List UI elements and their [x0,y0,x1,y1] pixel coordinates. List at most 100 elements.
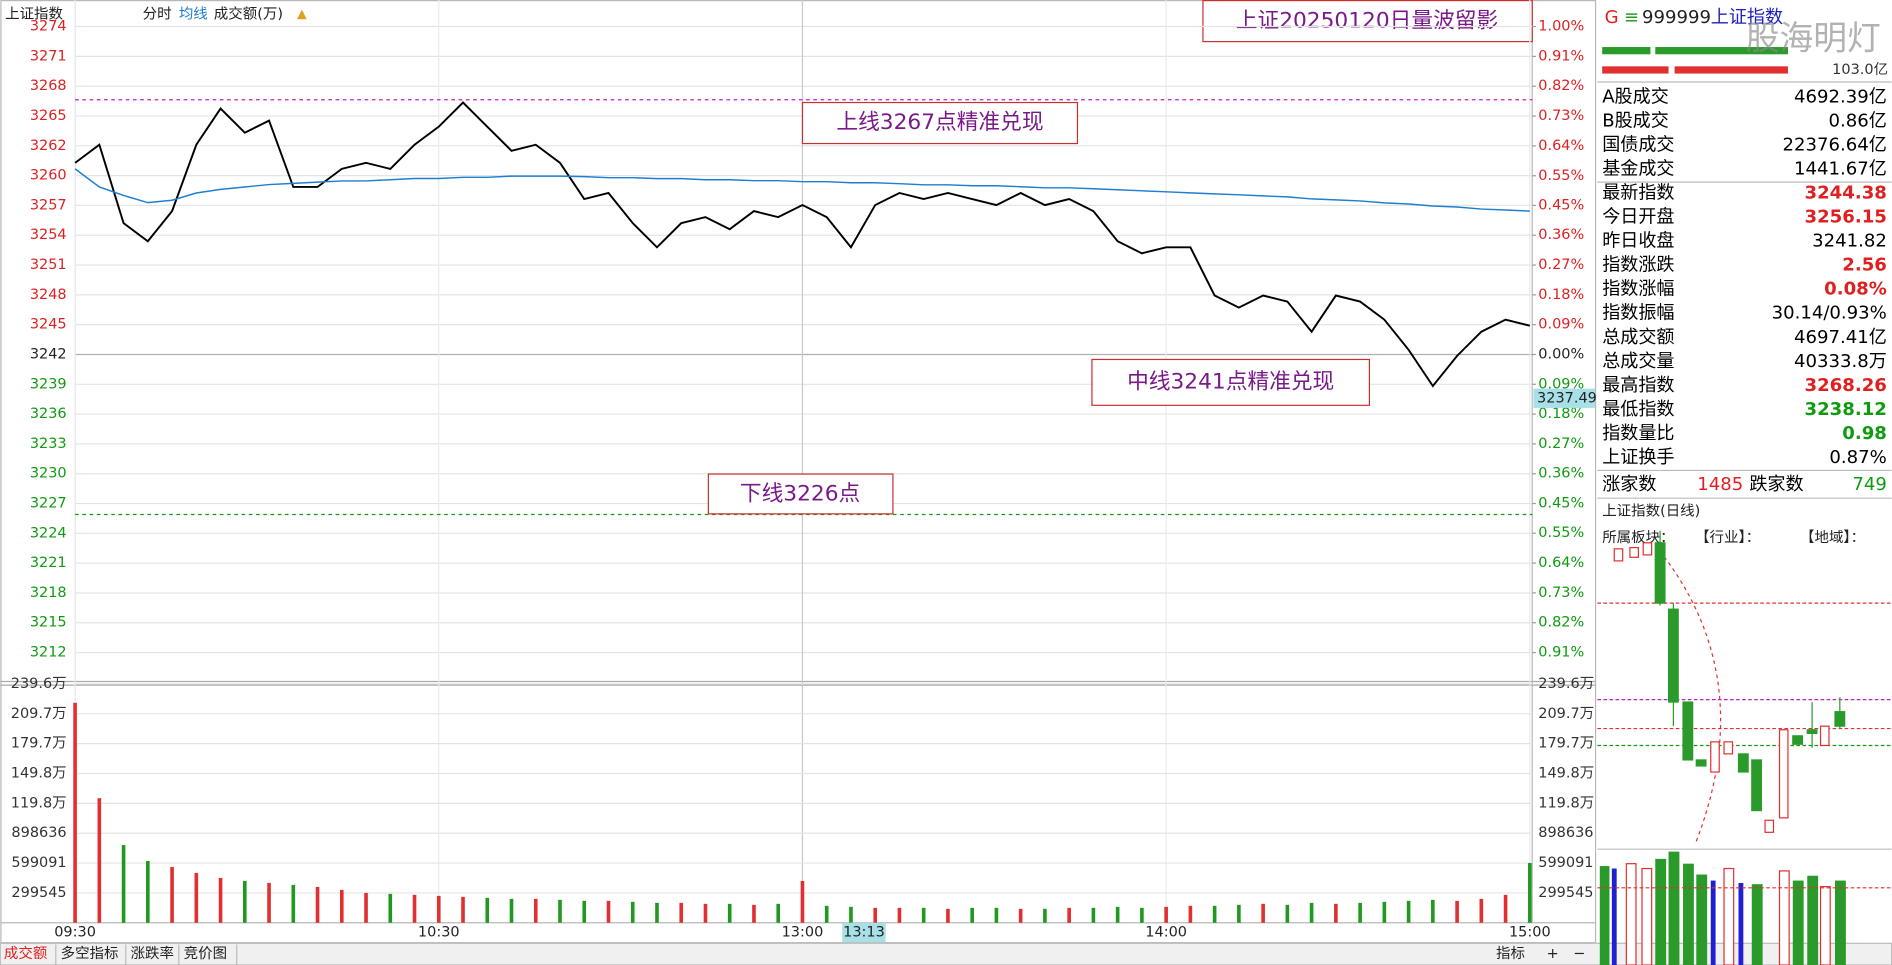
legend-volume[interactable]: 成交额(万) [214,4,283,22]
cursor-price-box [1533,388,1595,408]
annotation: 上线3267点精准兑现 [836,110,1043,135]
y-tick-label: 3254 [30,227,67,243]
y-tick-label: 119.8万 [11,795,67,811]
cursor-time: 13:13 [843,924,885,940]
tab[interactable]: 竞价图 [184,944,227,962]
y-tick-label: 3239 [30,376,67,392]
y2-tick-label: 0.09% [1538,376,1584,392]
y2-tick-label: 0.09% [1538,317,1584,333]
volume-bar [1018,908,1023,923]
y2-tick-label: 239.6万 [1538,676,1594,692]
y-tick-label: 149.8万 [11,766,67,782]
volume-bar [824,905,829,923]
x-tick-label: 09:30 [54,924,96,940]
volume-bar [1115,906,1120,923]
y-tick-label: 3271 [30,48,67,64]
tab[interactable]: 多空指标 [61,945,119,962]
y-tick-label: 898636 [11,825,66,841]
info-value: 0.08% [1824,279,1887,300]
plot: 3274 3271 3268 3265 3262 3260 3257 3254 3251 3248… [11,0,1597,940]
volume-bar [533,898,538,923]
y2-tick-label: 599091 [1538,855,1593,871]
y2-tick-label: 0.91% [1538,645,1584,661]
x-tick-label: 13:00 [782,924,824,940]
y-tick-label: 3233 [30,436,67,452]
volume-bar [1479,898,1484,923]
tool[interactable]: + [1547,946,1559,962]
info-value: 3256.15 [1805,207,1887,228]
y-tick-label: 3262 [30,138,67,154]
y2-tick-label: 0.91% [1538,48,1584,64]
y-tick-label: 3212 [30,645,67,661]
info-value: 4697.41亿 [1794,327,1887,348]
daily-title: 上证指数(日线) [1602,502,1700,519]
info-panel: G ≡ 999999 上证指数 103.0亿 涨家数 1485 跌家数 749 … [1597,7,1892,965]
volume-bar [1309,902,1314,923]
y-tick-label: 599091 [11,855,66,871]
sector: 【地域】： [1800,529,1865,546]
info-label: 上证换手 [1602,447,1674,468]
y-tick-label: 3265 [30,108,67,124]
volume-bar [582,900,587,923]
annotation-box [801,101,1079,145]
y2-tick-label: 119.8万 [1538,795,1594,811]
volume-bar [1091,907,1096,923]
legend-series[interactable]: 分时 [143,5,172,22]
y2-tick-label: 0.73% [1538,585,1584,601]
volume-bar [267,882,271,923]
volume-bar [364,892,368,923]
y2-tick-label: 0.18% [1538,287,1584,303]
info-value: 3241.82 [1812,231,1887,252]
y-tick-label: 3218 [30,585,67,601]
legend-series[interactable]: 均线 [179,5,208,22]
volume-bar [946,908,950,923]
info-value: 3238.12 [1805,399,1887,420]
y-tick-label: 3251 [30,257,67,273]
volume-bar [1528,862,1532,923]
y2-tick-label: 299545 [1538,885,1593,901]
volume-bar [1358,902,1362,923]
volume-bar [1455,900,1459,923]
sector: 所属板块： [1602,528,1674,546]
name: 上证指数 [1711,7,1783,28]
info-value: 22376.64亿 [1783,135,1887,156]
volume-bar [655,902,659,923]
title-box [1202,0,1533,43]
y2-tick-label: 0.36% [1538,227,1584,243]
info-label: 指数涨幅 [1602,279,1674,300]
x-tick-label: 15:00 [1509,924,1551,940]
bell-icon[interactable] [297,9,307,20]
y2-tick-label: 1.00% [1538,19,1584,35]
info-label: 最低指数 [1602,399,1674,420]
x-tick-label: 10:30 [418,924,460,940]
tool[interactable]: 指标 [1496,945,1525,962]
info-label: A股成交 [1602,87,1669,108]
breadth-label: 涨家数 [1602,474,1656,495]
volume-bar [170,866,174,923]
y2-tick-label: 0.82% [1538,78,1584,94]
bar [1602,66,1669,74]
volume-bar [291,884,296,923]
info-label: 最高指数 [1602,375,1674,396]
info-label: 最新指数 [1602,183,1674,204]
volume-bar [873,907,878,923]
bar-label: 103.0亿 [1832,61,1888,78]
volume-bar [897,907,902,923]
volume-bar [970,907,974,923]
volume-bar [558,899,562,923]
tool[interactable]: − [1573,946,1585,962]
annotation: 下线3226点 [740,482,860,507]
volume-bar [509,898,514,923]
annotation-box [1091,358,1370,406]
tab[interactable]: 涨跌率 [131,945,174,962]
tab[interactable]: 成交额 [4,944,48,962]
volume-bar [1334,903,1338,923]
y-tick-label: 3248 [30,287,67,303]
volume-bar [606,900,611,923]
volume-bar [412,894,417,923]
y-tick-label: 3230 [30,466,67,482]
menu-icon[interactable]: ≡ [1624,7,1639,28]
y2-tick-label: 0.27% [1538,436,1584,452]
volume-bar [703,903,708,923]
info-value: 0.98 [1842,423,1887,444]
